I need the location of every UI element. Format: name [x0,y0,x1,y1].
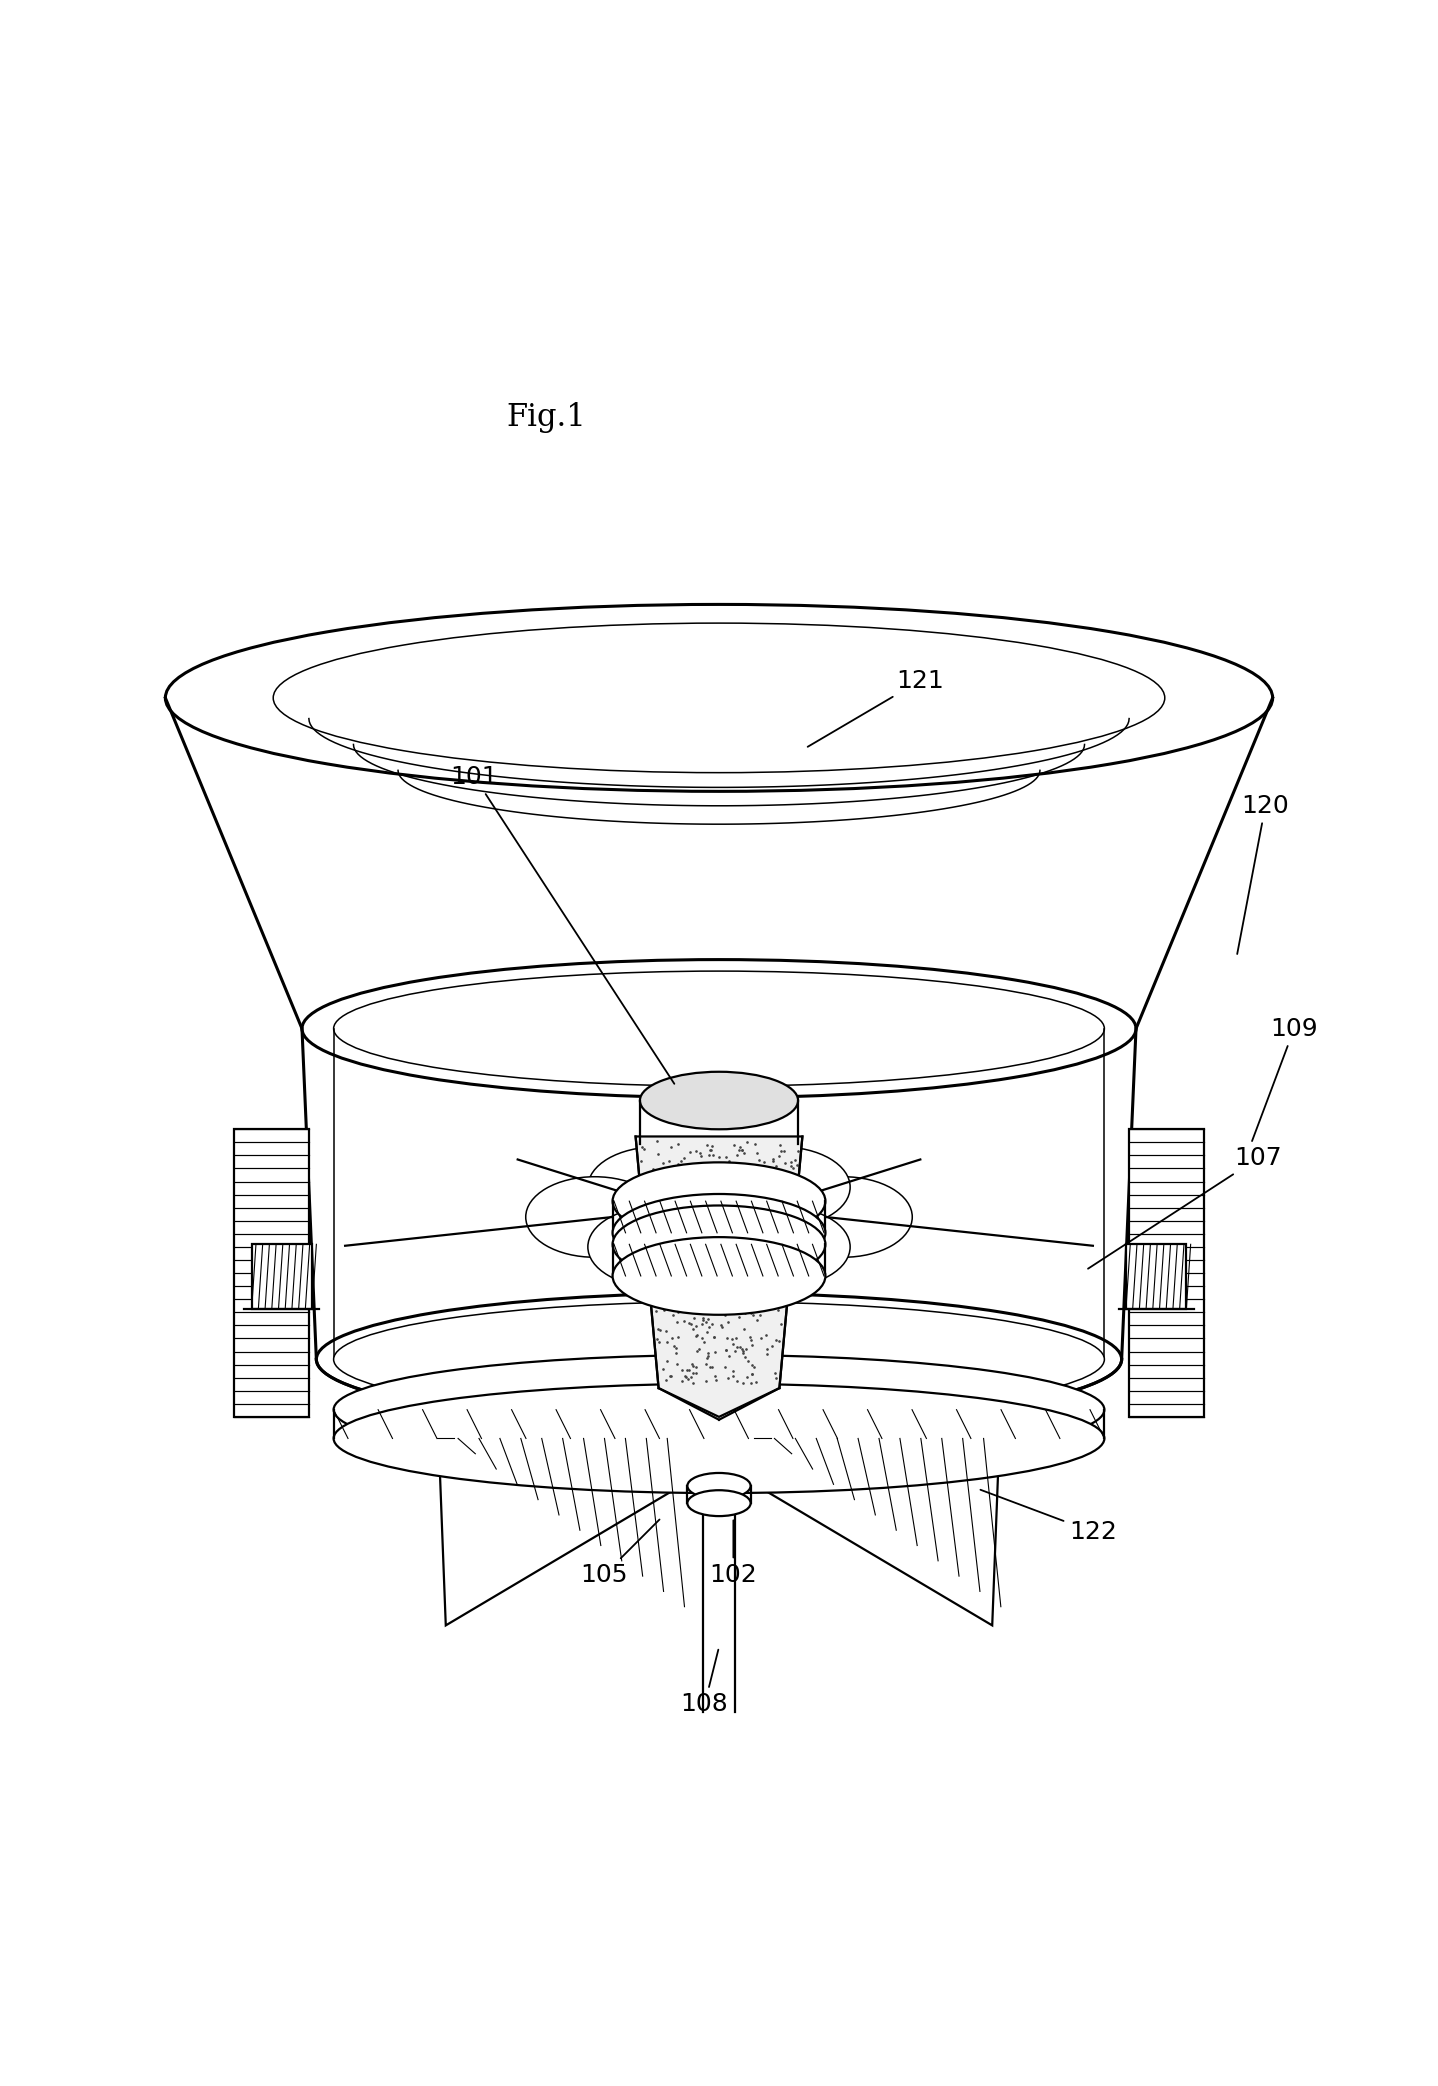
Bar [234,1129,309,1416]
Ellipse shape [588,1147,726,1227]
Text: 107: 107 [1089,1145,1283,1268]
Bar [1126,1245,1186,1310]
Text: 101: 101 [450,766,674,1085]
Ellipse shape [316,1293,1122,1425]
Ellipse shape [273,624,1165,772]
Text: 109: 109 [1252,1016,1319,1141]
Ellipse shape [613,1162,825,1239]
Text: 108: 108 [680,1650,729,1717]
Polygon shape [439,1439,683,1625]
Polygon shape [636,1137,802,1416]
Bar [252,1245,312,1310]
Ellipse shape [334,1356,1104,1464]
Text: 121: 121 [808,670,945,747]
Bar [1129,1129,1204,1416]
Ellipse shape [613,1206,825,1283]
Ellipse shape [334,1383,1104,1494]
Ellipse shape [302,960,1136,1097]
Text: 102: 102 [709,1521,758,1587]
Ellipse shape [526,1177,664,1258]
Ellipse shape [334,972,1104,1087]
Ellipse shape [712,1147,850,1227]
Ellipse shape [613,1237,825,1314]
Ellipse shape [613,1193,825,1272]
Ellipse shape [334,1302,1104,1416]
Text: 122: 122 [981,1489,1117,1544]
Text: 120: 120 [1237,795,1290,953]
Text: 105: 105 [580,1519,660,1587]
Ellipse shape [774,1177,912,1258]
Ellipse shape [687,1489,751,1517]
Ellipse shape [165,605,1273,791]
Ellipse shape [640,1072,798,1129]
Ellipse shape [588,1206,726,1287]
Ellipse shape [687,1473,751,1500]
Text: Fig.1: Fig.1 [506,403,587,434]
Ellipse shape [712,1206,850,1287]
Polygon shape [755,1439,999,1625]
